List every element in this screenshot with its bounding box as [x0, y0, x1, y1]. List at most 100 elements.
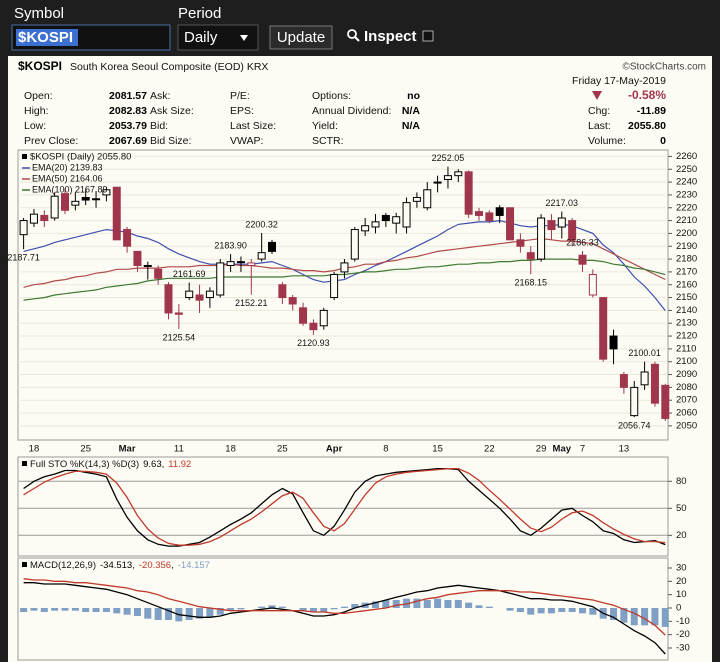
candle-body — [454, 171, 463, 177]
quote-label: Bid Size: — [150, 135, 191, 147]
histogram-bar — [71, 608, 79, 611]
y-tick-label: 2140 — [676, 305, 697, 316]
indicator-legend: MACD(12,26,9) -34.513, -20.356, -14.157 — [30, 560, 210, 571]
candle-body — [588, 273, 597, 296]
quote-label: Low: — [24, 120, 46, 132]
y-tick-label: 2250 — [676, 164, 697, 175]
x-tick-label: 25 — [80, 444, 91, 455]
indicator-value: 11.92 — [168, 459, 191, 470]
y-tick-label: 20 — [676, 530, 687, 541]
y-tick-label: 2190 — [676, 241, 697, 252]
candle-body — [361, 225, 370, 232]
candle-body — [278, 284, 287, 299]
histogram-bar — [144, 608, 152, 619]
candle-body — [309, 322, 318, 331]
candle-body — [226, 261, 235, 266]
legend-label: EMA(100) 2167.89 — [32, 184, 108, 194]
candle-body — [392, 216, 401, 224]
indicator-title: Full STO %K(14,3) %D(3) — [30, 459, 139, 470]
price-annotation: 2100.01 — [628, 348, 661, 358]
inspect-checkbox[interactable] — [422, 30, 434, 42]
quote-label: Ask Size: — [150, 105, 194, 117]
price-annotation: 2120.93 — [297, 338, 330, 348]
candle-body — [123, 229, 132, 247]
candle-body — [350, 229, 359, 260]
histogram-bar — [309, 608, 317, 612]
y-tick-label: 2130 — [676, 318, 697, 329]
candle-body — [143, 264, 152, 267]
separator: , — [171, 560, 174, 571]
histogram-bar — [465, 602, 473, 608]
period-value[interactable]: Daily — [184, 29, 218, 46]
x-tick-label: 8 — [383, 444, 388, 455]
candle-body — [205, 290, 214, 299]
quote-label: Options: — [312, 90, 351, 102]
histogram-bar — [185, 608, 193, 620]
histogram-bar — [330, 608, 338, 610]
candle-body — [195, 294, 204, 301]
histogram-bar — [651, 608, 659, 626]
candle-body — [578, 254, 587, 265]
histogram-bar — [165, 608, 172, 620]
update-button[interactable] — [269, 25, 333, 50]
plot-frame — [17, 149, 669, 441]
quote-value: 2053.79 — [109, 120, 147, 132]
quote-label: Bid: — [150, 120, 168, 132]
candle-body — [640, 371, 649, 386]
y-tick-label: 2090 — [676, 369, 697, 380]
price-annotation: 2252.05 — [432, 153, 465, 163]
y-tick-label: 2150 — [676, 292, 697, 303]
indicator-value: -20.356 — [139, 560, 171, 571]
candle-body — [340, 262, 349, 273]
y-tick-label: -20 — [676, 629, 690, 640]
y-tick-label: 2210 — [676, 215, 697, 226]
histogram-bar — [434, 598, 442, 608]
y-tick-label: 2240 — [676, 177, 697, 188]
candle-body — [630, 386, 639, 417]
candle-body — [236, 261, 245, 264]
indicator-value: 9.63 — [143, 459, 162, 470]
candle-body — [526, 252, 535, 260]
candle-body — [112, 186, 121, 241]
histogram-bar — [403, 598, 411, 608]
histogram-bar — [20, 608, 28, 612]
symbol-value[interactable]: $KOSPI — [18, 29, 73, 46]
candle-body — [185, 290, 194, 299]
inspect-label[interactable]: Inspect — [364, 28, 417, 45]
update-label[interactable]: Update — [277, 29, 325, 46]
histogram-bar — [237, 608, 245, 610]
x-tick-label: 22 — [484, 444, 495, 455]
selection-highlight — [16, 29, 78, 46]
histogram-bar — [340, 606, 348, 608]
y-tick-label: 2160 — [676, 279, 697, 290]
candle-body — [299, 307, 308, 324]
quote-value: no — [407, 90, 420, 102]
legend-marker — [22, 562, 27, 567]
histogram-bar — [258, 606, 266, 608]
price-annotation: 2056.74 — [618, 421, 651, 431]
y-tick-label: -10 — [676, 616, 690, 627]
candle-body — [174, 312, 183, 315]
histogram-bar — [351, 604, 359, 608]
y-tick-label: 2080 — [676, 382, 697, 393]
quote-label: Chg: — [588, 105, 610, 117]
candle-body — [216, 262, 225, 296]
candle-body — [412, 196, 421, 202]
candle-body — [133, 250, 142, 266]
histogram-bar — [320, 608, 328, 612]
price-annotation: 2183.90 — [214, 240, 247, 250]
indicator-value: -34.513 — [100, 560, 132, 571]
candle-body — [319, 309, 328, 327]
candle-body — [485, 212, 494, 222]
price-annotation: 2152.21 — [235, 298, 268, 308]
indicator-line — [23, 578, 666, 636]
histogram-bar — [547, 608, 555, 614]
histogram-bar — [102, 608, 110, 612]
candle-body — [102, 189, 111, 196]
quote-label: VWAP: — [230, 135, 263, 147]
quote-label: Ask: — [150, 90, 170, 102]
indicator-title: MACD(12,26,9) — [30, 560, 96, 571]
candle-body — [609, 335, 618, 350]
histogram-bar — [485, 606, 493, 608]
legend-label: $KOSPI (Daily) 2055.80 — [30, 152, 131, 163]
